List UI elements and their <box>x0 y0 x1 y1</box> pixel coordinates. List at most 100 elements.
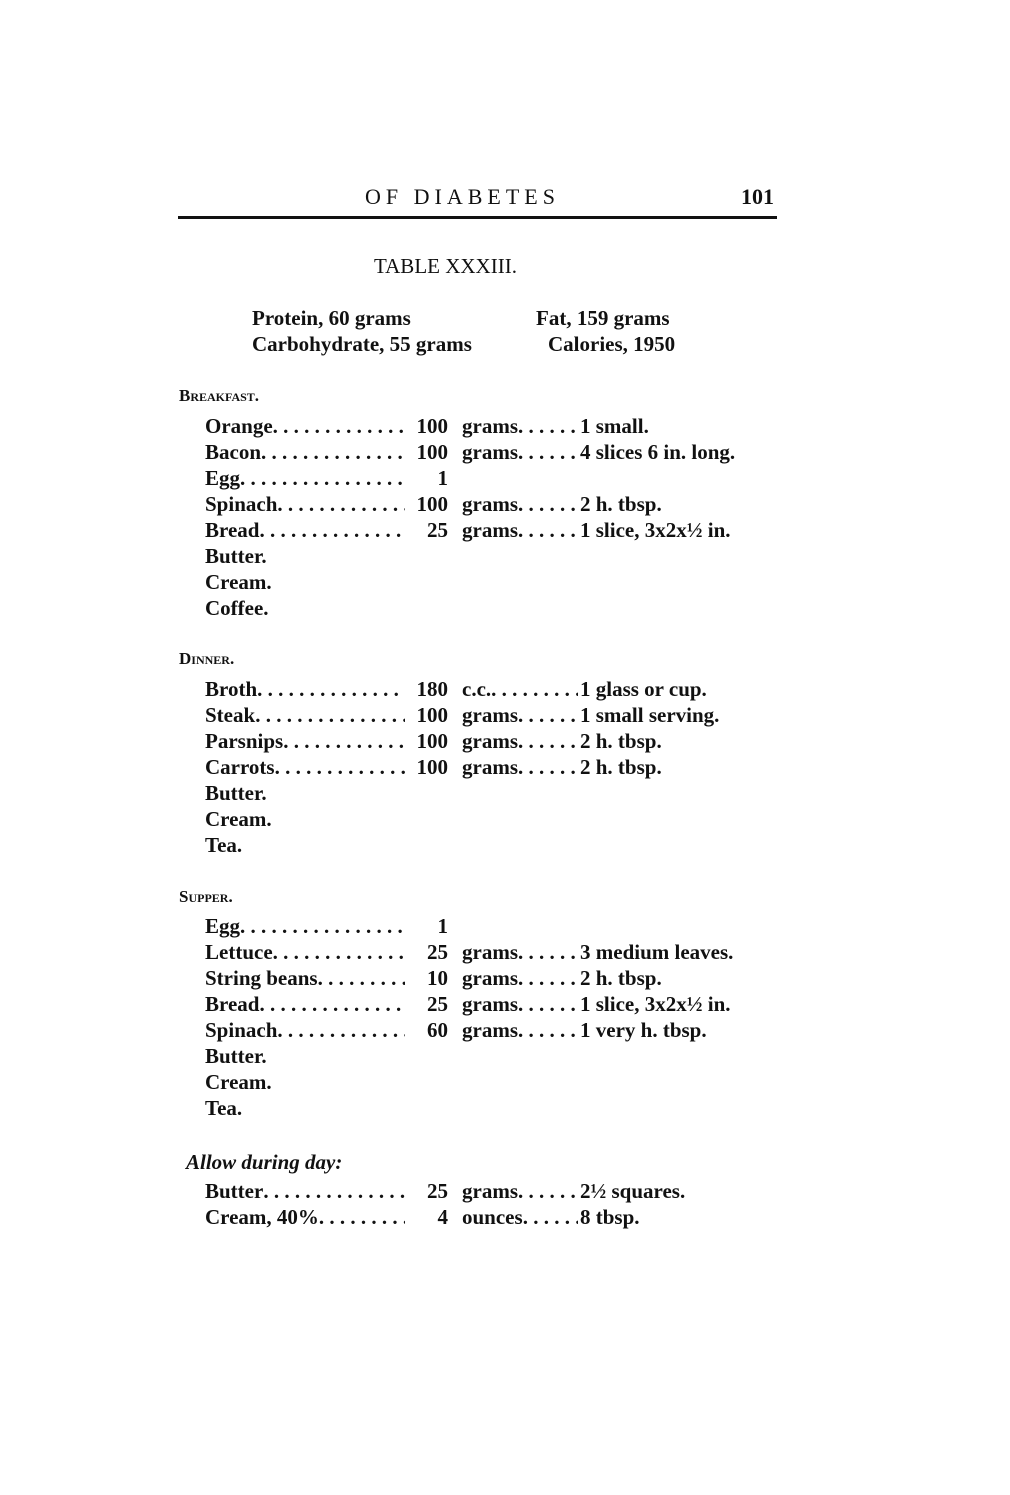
food-name: Spinach <box>205 1017 405 1043</box>
food-row: Parsnips 100grams2 h. tbsp. <box>205 728 719 754</box>
food-row: Carrots 100grams2 h. tbsp. <box>205 754 719 780</box>
food-measure <box>578 543 580 569</box>
food-name: Carrots <box>205 754 405 780</box>
food-name: Spinach <box>205 491 405 517</box>
food-measure <box>578 806 580 832</box>
food-quantity: 25 <box>427 518 448 542</box>
food-name: Tea. <box>205 1096 243 1120</box>
food-measure <box>578 465 580 491</box>
food-row: Steak 100grams1 small serving. <box>205 702 719 728</box>
food-measure <box>578 780 580 806</box>
food-name: Tea. <box>205 833 243 857</box>
food-measure <box>578 832 580 858</box>
food-quantity <box>405 806 448 832</box>
food-unit: c.c. <box>448 676 578 702</box>
food-name: Butter <box>205 1178 405 1204</box>
food-row: String beans 10grams2 h. tbsp. <box>205 965 733 991</box>
food-quantity: 60 <box>427 1018 448 1042</box>
food-name: Parsnips <box>205 728 405 754</box>
allow-heading: Allow during day: <box>186 1150 343 1174</box>
food-name: String beans <box>205 965 405 991</box>
food-unit <box>448 780 578 806</box>
food-unit: grams <box>448 491 578 517</box>
food-name: Egg <box>205 913 405 939</box>
food-row: Cream. <box>205 1069 733 1095</box>
food-unit <box>448 806 578 832</box>
food-unit: grams <box>448 965 578 991</box>
food-unit: grams <box>448 991 578 1017</box>
food-unit <box>448 1095 578 1121</box>
food-measure: 2 h. tbsp. <box>580 729 662 753</box>
food-row: Butter. <box>205 543 735 569</box>
food-name: Coffee. <box>205 596 269 620</box>
food-unit: grams <box>448 1017 578 1043</box>
food-name: Broth <box>205 676 405 702</box>
food-quantity: 100 <box>416 755 449 779</box>
food-measure: 3 medium leaves. <box>580 940 734 964</box>
food-name: Bacon <box>205 439 405 465</box>
food-row: Bacon 100grams4 slices 6 in. long. <box>205 439 735 465</box>
allow-list: Butter 25grams2½ squares. Cream, 40% 4ounce… <box>205 1178 685 1230</box>
food-name: Orange <box>205 413 405 439</box>
food-unit <box>448 913 578 939</box>
food-measure: 4 slices 6 in. long. <box>580 440 736 464</box>
food-measure: 2 h. tbsp. <box>580 966 662 990</box>
food-measure: 1 small serving. <box>580 703 720 727</box>
food-unit <box>448 569 578 595</box>
food-quantity <box>405 780 448 806</box>
page-number: 101 <box>741 184 774 209</box>
food-unit: grams <box>448 754 578 780</box>
food-quantity: 100 <box>416 414 449 438</box>
food-quantity: 100 <box>416 703 449 727</box>
food-unit: grams <box>448 702 578 728</box>
food-unit: ounces <box>448 1204 578 1230</box>
food-row: Butter. <box>205 1043 733 1069</box>
food-name: Cream, 40% <box>205 1204 405 1230</box>
food-quantity: 1 <box>437 466 449 490</box>
food-measure: 2½ squares. <box>580 1179 686 1203</box>
supper-list: Egg1Lettuce25grams3 medium leaves.String… <box>205 913 733 1121</box>
food-quantity: 100 <box>416 492 449 516</box>
food-unit <box>448 832 578 858</box>
supper-heading: Supper. <box>179 887 233 906</box>
dinner-list: Broth180c.c.1 glass or cup.Steak100grams… <box>205 676 719 858</box>
food-quantity: 100 <box>416 729 449 753</box>
food-measure: 1 slice, 3x2x½ in. <box>580 992 731 1016</box>
food-measure <box>578 913 580 939</box>
food-unit: grams <box>448 439 578 465</box>
food-quantity <box>405 832 448 858</box>
food-unit <box>448 543 578 569</box>
food-measure: 2 h. tbsp. <box>580 755 662 779</box>
food-measure <box>578 1043 580 1069</box>
food-measure: 1 small. <box>580 414 649 438</box>
food-name: Cream. <box>205 1070 272 1094</box>
food-row: Lettuce 25grams3 medium leaves. <box>205 939 733 965</box>
food-row: Bread 25grams1 slice, 3x2x½ in. <box>205 517 735 543</box>
food-unit: grams <box>448 939 578 965</box>
food-row: Butter. <box>205 780 719 806</box>
breakfast-heading: Breakfast. <box>179 386 260 405</box>
food-quantity: 25 <box>427 940 448 964</box>
food-quantity: 25 <box>427 992 448 1016</box>
food-row: Tea. <box>205 832 719 858</box>
food-name: Lettuce <box>205 939 405 965</box>
food-quantity: 10 <box>427 966 448 990</box>
table-title: TABLE XXXIII. <box>374 254 517 278</box>
food-unit: grams <box>448 1178 578 1204</box>
food-name: Bread <box>205 517 405 543</box>
food-row: Egg 1 <box>205 465 735 491</box>
running-title: OF DIABETES <box>365 184 560 209</box>
food-name: Bread <box>205 991 405 1017</box>
food-measure: 2 h. tbsp. <box>580 492 662 516</box>
food-row: Butter 25grams2½ squares. <box>205 1178 685 1204</box>
food-name: Cream. <box>205 807 272 831</box>
food-row: Cream. <box>205 806 719 832</box>
food-name: Butter. <box>205 1044 267 1068</box>
food-unit: grams <box>448 413 578 439</box>
food-measure <box>578 1095 580 1121</box>
food-unit <box>448 465 578 491</box>
fat-total: Fat, 159 grams <box>536 306 670 330</box>
food-quantity <box>405 1095 448 1121</box>
food-quantity: 25 <box>427 1179 448 1203</box>
food-row: Orange 100grams1 small. <box>205 413 735 439</box>
